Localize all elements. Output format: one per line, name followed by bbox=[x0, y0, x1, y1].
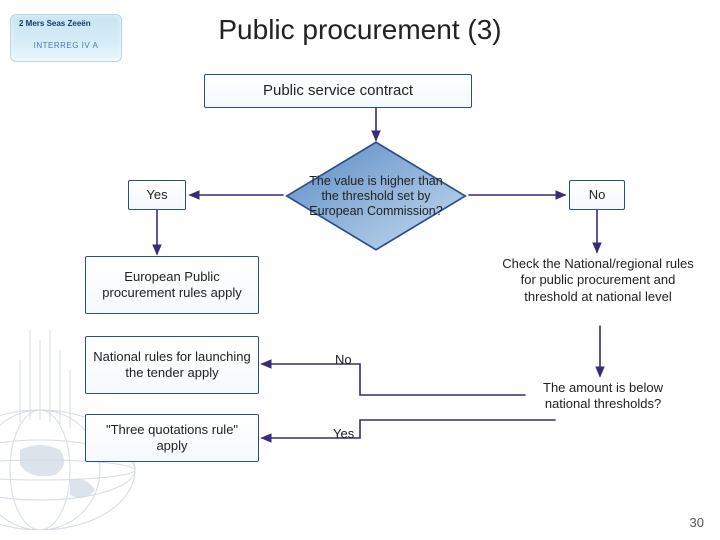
node-three-quotations-rule: "Three quotations rule" apply bbox=[85, 414, 259, 462]
text-below-national-threshold: The amount is below national thresholds? bbox=[525, 380, 681, 413]
decision-threshold-label: The value is higher than the threshold s… bbox=[283, 140, 469, 252]
node-start-public-service-contract: Public service contract bbox=[204, 74, 472, 108]
edge-label-yes: Yes bbox=[333, 426, 354, 441]
text-check-national-rules: Check the National/regional rules for pu… bbox=[500, 256, 696, 305]
page-number: 30 bbox=[690, 515, 704, 530]
node-answer-yes: Yes bbox=[128, 180, 186, 210]
edge-label-no: No bbox=[335, 352, 352, 367]
slide-stage: 2 Mers Seas Zeeën INTERREG IV A Public p… bbox=[0, 0, 720, 540]
node-decision-threshold: The value is higher than the threshold s… bbox=[283, 140, 469, 252]
node-eu-rules-apply: European Public procurement rules apply bbox=[85, 256, 259, 314]
node-answer-no: No bbox=[569, 180, 625, 210]
slide-title: Public procurement (3) bbox=[0, 14, 720, 46]
node-national-rules-apply: National rules for launching the tender … bbox=[85, 336, 259, 394]
